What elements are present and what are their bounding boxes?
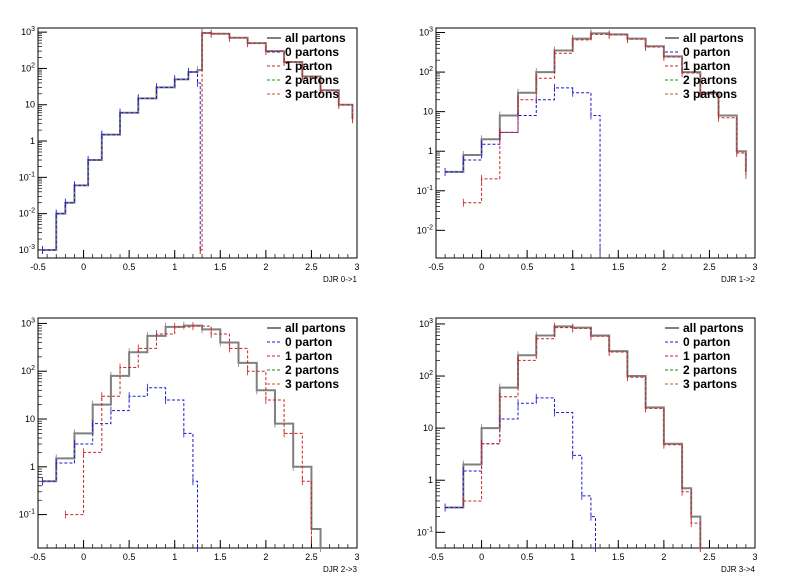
y-tick-label: 10-1 [417,185,433,196]
x-tick-label: 3 [752,552,757,562]
series-0-partons-line [42,71,201,251]
x-tick-label: 1.5 [214,262,227,272]
series-all-partons-line [445,325,702,548]
x-tick-label: 2.5 [703,262,716,272]
series-all-partons-line [42,324,322,548]
series-0-parton-line [42,387,198,548]
y-tick-label: 10-1 [417,526,433,537]
x-tick-label: 2 [661,552,666,562]
y-tick-label: 10-2 [417,224,433,235]
legend-entry: 3 partons [285,377,339,391]
legend-entry: all partons [285,31,346,45]
chart-panel-1: -0.5 0 0.5 1 1.5 2 2.5 3 10-3 10-2 10-1 1 10 102 103 DJ… [19,26,360,284]
legend-entry: 3 partons [285,87,339,101]
x-tick-label: 1.5 [214,552,227,562]
x-tick-label: 0.5 [521,262,534,272]
x-tick-label: 2.5 [305,552,318,562]
y-tick-label: 1 [30,136,35,146]
legend-entry: 0 parton [683,335,730,349]
legend-entry: 0 parton [683,45,730,59]
x-tick-label: 1.5 [612,262,625,272]
chart-panel-4: -0.5 0 0.5 1 1.5 2 2.5 3 10-1 1 10 102 103 DJR 3->4 al… [417,317,758,572]
y-tick-label: 102 [21,365,35,376]
y-tick-label: 102 [419,66,433,77]
x-axis-title: DJR 3->4 [721,565,756,572]
x-tick-label: 0.5 [521,552,534,562]
y-tick-label: 1 [30,462,35,472]
chart-panel-3: -0.5 0 0.5 1 1.5 2 2.5 3 10-1 1 10 102 103 DJR 2->3 al… [19,317,360,572]
legend-entry: all partons [683,31,744,45]
x-tick-label: 0 [81,262,86,272]
legend-entry: 2 partons [285,363,339,377]
x-tick-label: 2 [661,262,666,272]
legend-entry: 2 partons [285,73,339,87]
x-tick-label: 2.5 [703,552,716,562]
x-axis-title: DJR 1->2 [721,275,756,284]
y-tick-label: 10 [25,414,35,424]
x-tick-label: -0.5 [30,552,46,562]
legend-entry: 1 parton [285,349,332,363]
x-tick-label: 2.5 [305,262,318,272]
legend-entry: 1 parton [285,59,332,73]
plot-frame [435,27,756,259]
x-tick-label: 2 [263,262,268,272]
y-tick-label: 103 [21,26,35,37]
y-tick-label: 10-2 [19,208,35,219]
x-tick-label: 1 [172,262,177,272]
x-tick-label: 0.5 [123,552,136,562]
x-tick-label: -0.5 [428,552,444,562]
legend-entry: 2 partons [683,73,737,87]
y-tick-label: 10-1 [19,509,35,520]
legend-entry: 1 parton [683,349,730,363]
y-tick-label: 10 [423,423,433,433]
x-tick-label: 1 [172,552,177,562]
x-tick-label: 3 [354,552,359,562]
y-tick-label: 103 [21,317,35,328]
x-tick-label: 1 [570,552,575,562]
legend-entry: 3 partons [683,377,737,391]
x-tick-label: 0 [479,552,484,562]
y-tick-label: 1 [428,475,433,485]
x-tick-label: 3 [354,262,359,272]
series-1-parton-line [463,327,701,548]
legend-entry: 2 partons [683,363,737,377]
legend-entry: 3 partons [683,87,737,101]
y-tick-label: 103 [419,27,433,38]
chart-panel-2: -0.5 0 0.5 1 1.5 2 2.5 3 10-2 10-1 1 10 102 103 DJR 1-… [417,27,758,284]
series-0-parton-line [445,87,601,252]
y-tick-label: 1 [428,146,433,156]
y-tick-label: 10-3 [19,244,35,255]
x-tick-label: 0.5 [123,262,136,272]
x-tick-label: 0 [81,552,86,562]
x-tick-label: 0 [479,262,484,272]
series-1-parton-line [463,33,747,204]
x-axis-title: DJR 2->3 [323,565,358,572]
x-tick-label: -0.5 [30,262,46,272]
legend-entry: 0 parton [285,335,332,349]
y-tick-label: 10 [25,100,35,110]
x-axis-title: DJR 0->1 [323,275,358,284]
x-tick-label: 1 [570,262,575,272]
x-tick-label: 2 [263,552,268,562]
y-tick-label: 10 [423,107,433,117]
y-tick-label: 102 [21,62,35,73]
y-tick-label: 102 [419,370,433,381]
legend-entry: all partons [683,321,744,335]
y-tick-label: 10-1 [19,171,35,182]
legend-entry: all partons [285,321,346,335]
x-tick-label: 3 [752,262,757,272]
x-tick-label: 1.5 [612,552,625,562]
y-tick-label: 103 [419,318,433,329]
x-tick-label: -0.5 [428,262,444,272]
series-1-parton-line [65,325,312,540]
series-0-parton-line [445,397,596,548]
legend-entry: 1 parton [683,59,730,73]
legend-entry: 0 partons [285,45,339,59]
